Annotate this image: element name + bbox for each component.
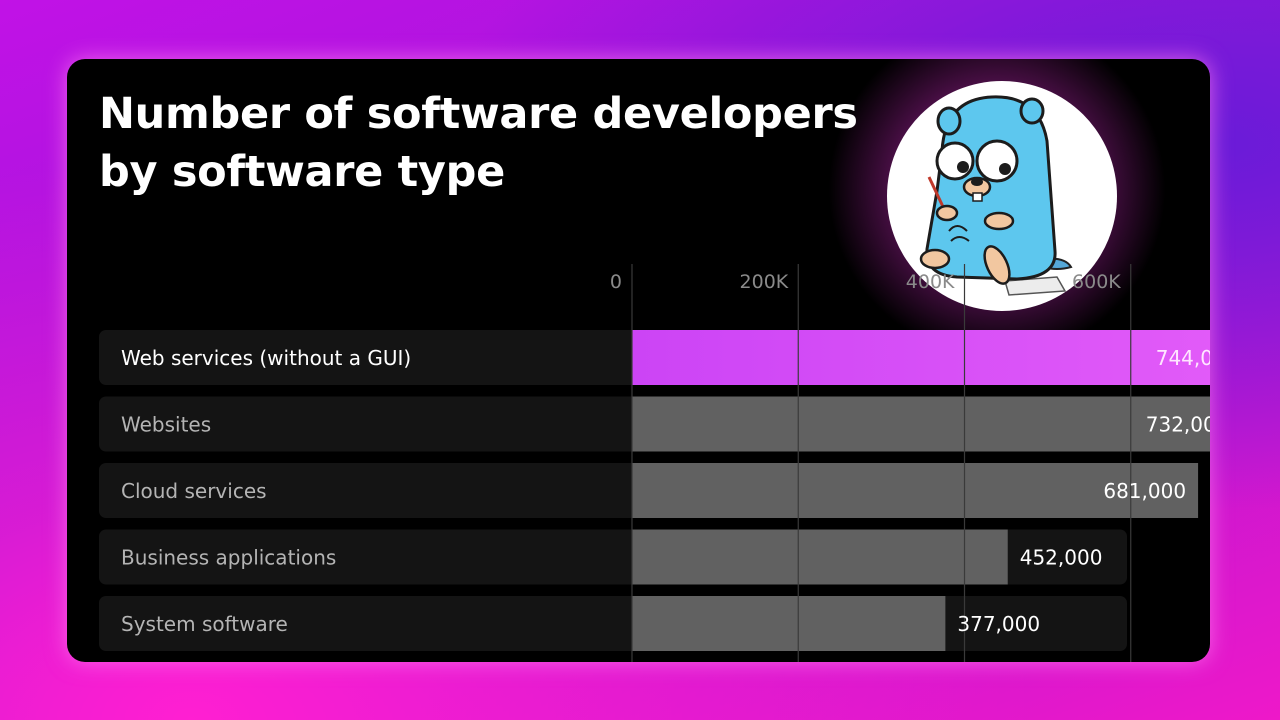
value-label: 377,000 xyxy=(957,612,1040,636)
category-label: System software xyxy=(121,612,288,636)
category-label: Web services (without a GUI) xyxy=(121,346,411,370)
bar-highlighted xyxy=(632,330,1210,385)
chart-title-line-1: Number of software developers xyxy=(99,89,858,139)
x-tick-label: 600K xyxy=(1072,271,1121,293)
bar xyxy=(632,396,1210,452)
value-label: 452,000 xyxy=(1020,546,1103,570)
bar xyxy=(632,596,946,651)
value-label: 744,000 xyxy=(1156,346,1210,370)
category-label: Websites xyxy=(121,413,211,437)
bar xyxy=(632,529,1008,585)
x-tick-label: 400K xyxy=(906,271,955,293)
chart-title: Number of software developers by softwar… xyxy=(99,85,858,201)
value-label: 681,000 xyxy=(1103,479,1186,503)
chart-card: Number of software developers by softwar… xyxy=(67,59,1210,662)
x-tick-label: 0 xyxy=(610,271,622,293)
category-label: Business applications xyxy=(121,546,336,570)
bar-chart: 0200K400K600K800KWeb services (without a… xyxy=(99,264,1210,662)
category-label: Cloud services xyxy=(121,479,267,503)
value-label: 732,000 xyxy=(1146,413,1210,437)
x-tick-label: 200K xyxy=(740,271,789,293)
bar xyxy=(632,463,1199,518)
chart-title-line-2: by software type xyxy=(99,147,505,197)
gopher-mascot-icon xyxy=(887,81,1117,311)
